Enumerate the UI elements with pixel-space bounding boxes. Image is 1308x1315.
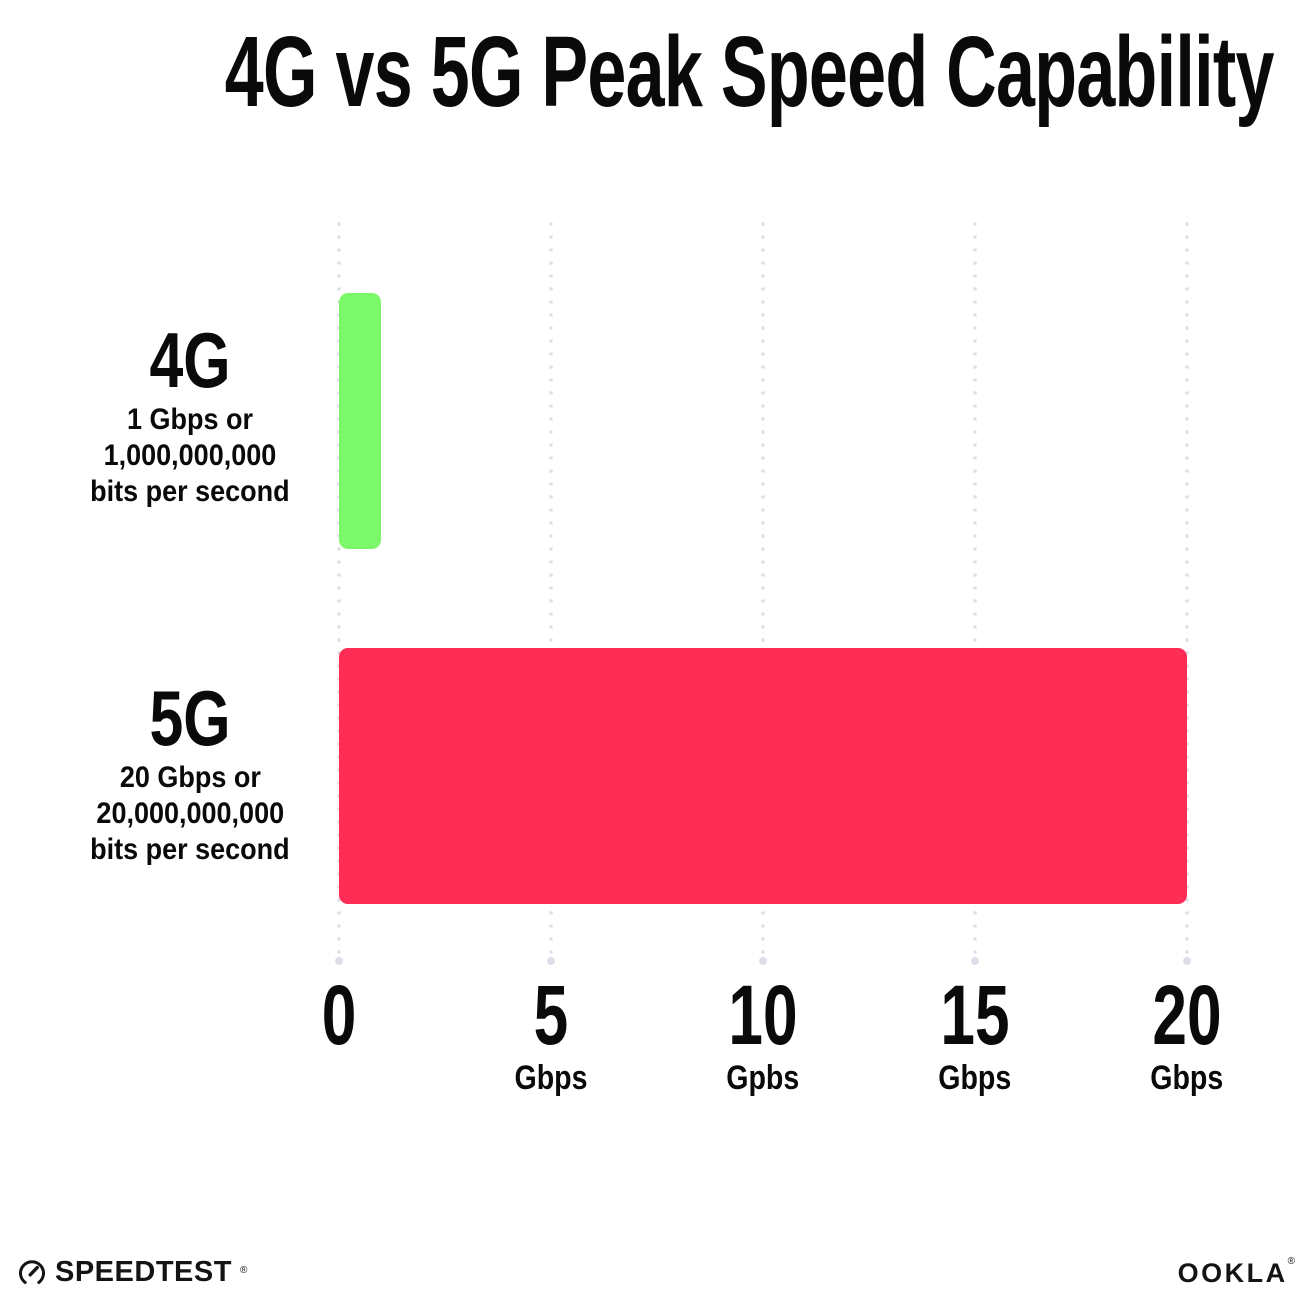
ookla-logo: OOKLA®	[1177, 1256, 1295, 1289]
x-tick-unit: Gbps	[938, 1059, 1012, 1097]
ookla-wordmark: OOKLA	[1177, 1258, 1288, 1288]
x-tick-15: 15 Gbps	[928, 968, 1021, 1098]
x-tick-unit: Gbps	[1150, 1059, 1224, 1097]
gridline-15	[971, 222, 979, 965]
row-name-4g: 4G	[149, 316, 231, 404]
speedtest-gauge-icon	[19, 1259, 45, 1284]
speedtest-trademark: ®	[239, 1265, 248, 1276]
x-tick-5: 5 Gbps	[508, 968, 595, 1098]
plot-area	[335, 222, 1191, 965]
row-name-5g: 5G	[149, 674, 231, 762]
x-tick-value: 10	[728, 968, 798, 1062]
bar-4g	[339, 293, 382, 549]
row-sub-5g-line1: 20 Gbps or	[119, 761, 261, 794]
row-sub-5g-line3: bits per second	[90, 833, 290, 866]
speedtest-logo: SPEEDTEST ®	[17, 1256, 247, 1289]
row-sub-4g-line1: 1 Gbps or	[126, 403, 254, 436]
ookla-trademark: ®	[1287, 1256, 1295, 1267]
row-sub-4g-line2: 1,000,000,000	[103, 439, 277, 472]
x-tick-value: 15	[940, 968, 1010, 1062]
x-tick-value: 0	[321, 968, 357, 1062]
x-axis: 0 5 Gbps 10 Gpbs 15 Gbps 20 Gbps	[322, 968, 1224, 1106]
x-tick-value: 5	[533, 968, 569, 1062]
row-sub-4g-line3: bits per second	[90, 475, 290, 508]
x-tick-20: 20 Gbps	[1140, 968, 1233, 1098]
gridline-10	[759, 222, 767, 965]
gridline-20	[1183, 222, 1191, 965]
x-tick-10: 10 Gpbs	[716, 968, 809, 1098]
speedtest-wordmark: SPEEDTEST	[55, 1256, 232, 1288]
gridline-0	[335, 222, 343, 965]
chart-title: 4G vs 5G Peak Speed Capability	[0, 20, 1308, 125]
row-sub-5g-line2: 20,000,000,000	[96, 797, 284, 830]
row-label-4g: 4G 1 Gbps or 1,000,000,000 bits per seco…	[40, 318, 340, 510]
x-tick-unit: Gbps	[514, 1059, 588, 1097]
gridline-5	[547, 222, 555, 965]
x-tick-unit: Gpbs	[726, 1059, 800, 1097]
row-label-5g: 5G 20 Gbps or 20,000,000,000 bits per se…	[40, 676, 340, 868]
bar-5g	[339, 648, 1187, 904]
chart-title-text: 4G vs 5G Peak Speed Capability	[224, 16, 1275, 128]
x-tick-0: 0	[316, 968, 363, 1062]
x-tick-value: 20	[1152, 968, 1222, 1062]
